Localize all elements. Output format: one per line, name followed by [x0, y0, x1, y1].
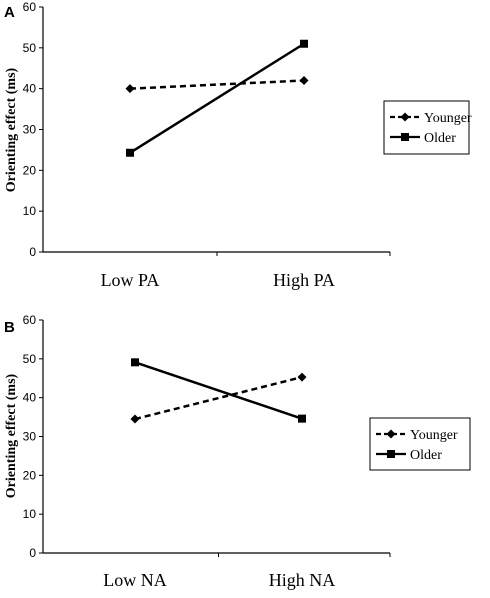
y-tick-label: 20	[23, 468, 37, 482]
y-tick-label: 40	[23, 82, 37, 96]
legend-label: Older	[424, 131, 456, 146]
series-younger	[130, 372, 307, 424]
series-line	[129, 42, 305, 154]
legend-box	[383, 100, 470, 155]
y-tick-label: 30	[23, 430, 37, 444]
series-younger	[125, 76, 309, 94]
y-axis-title: Orienting effect (ms)	[4, 373, 19, 498]
data-point	[298, 414, 306, 423]
chart-panel-b: B 0 10 20 30 40 50 60 Low NA High NA Orienting eff…	[4, 313, 471, 590]
y-tick-label: 10	[23, 507, 37, 521]
legend-label: Younger	[424, 111, 472, 126]
y-tick-label: 0	[29, 546, 36, 560]
legend-marker	[400, 112, 410, 122]
x-tick-label: Low PA	[101, 270, 160, 290]
legend: Younger Older	[383, 100, 472, 155]
legend-marker	[387, 450, 395, 458]
y-tick-label: 0	[29, 245, 36, 259]
y-tick-label: 50	[23, 41, 37, 55]
panel-label: A	[4, 4, 15, 21]
data-point	[126, 148, 134, 157]
y-tick-label: 30	[23, 123, 37, 137]
legend-box	[369, 417, 471, 471]
data-point	[297, 372, 307, 382]
y-tick-label: 60	[23, 313, 37, 327]
legend-label: Older	[410, 448, 442, 463]
y-tick-label: 60	[23, 0, 37, 14]
legend-marker	[386, 429, 396, 439]
data-point	[125, 84, 135, 94]
series-line	[134, 361, 303, 420]
x-tick-label: High NA	[269, 570, 336, 590]
y-axis-title: Orienting effect (ms)	[4, 67, 19, 192]
series-older	[126, 39, 308, 157]
data-point	[299, 76, 309, 85]
data-point	[131, 358, 139, 367]
x-tick-label: High PA	[273, 270, 335, 290]
series-older	[131, 358, 306, 423]
chart-panel-a: A 0 10 20 30 40 50 60 Low PA High PA Orienting eff…	[4, 0, 472, 290]
panel-label: B	[4, 319, 15, 336]
series-line	[134, 375, 303, 421]
x-tick-label: Low NA	[103, 570, 167, 590]
legend: Younger Older	[369, 417, 471, 471]
data-point	[130, 414, 140, 424]
y-tick-label: 10	[23, 204, 37, 218]
series-line	[129, 79, 305, 90]
y-tick-label: 20	[23, 163, 37, 177]
legend-label: Younger	[410, 428, 458, 443]
y-tick-label: 50	[23, 352, 37, 366]
legend-marker	[401, 133, 409, 141]
y-tick-label: 40	[23, 391, 37, 405]
data-point	[300, 39, 308, 48]
